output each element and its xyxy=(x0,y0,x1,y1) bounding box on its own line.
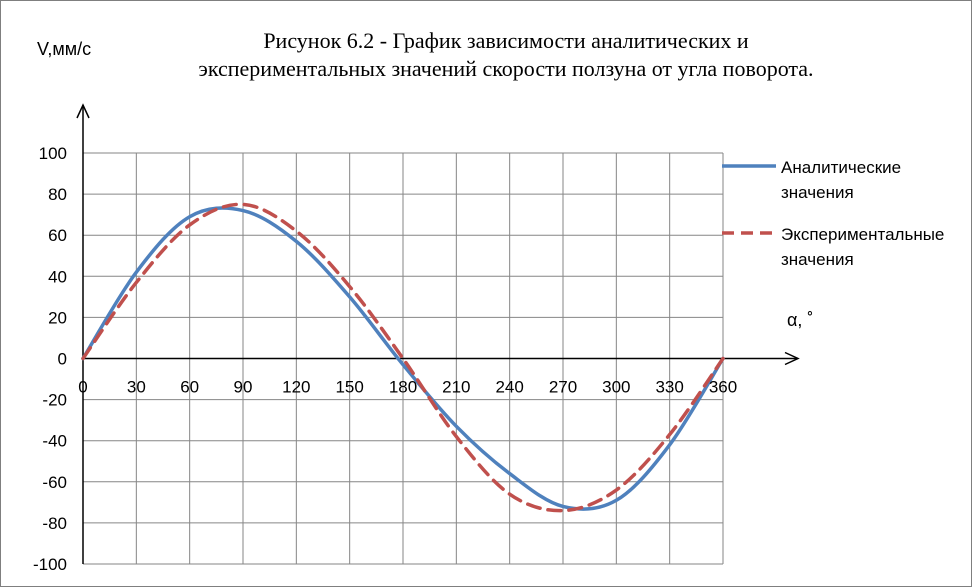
x-tick-label-210: 210 xyxy=(442,378,470,397)
y-tick-label--40: -40 xyxy=(42,432,67,451)
y-tick-label--100: -100 xyxy=(33,555,67,574)
chart-title-line-2: экспериментальных значений скорости полз… xyxy=(198,56,813,81)
x-tick-label-120: 120 xyxy=(282,378,310,397)
y-tick-label-100: 100 xyxy=(39,144,67,163)
y-tick-label-60: 60 xyxy=(48,226,67,245)
legend-label-analytic-line-1: Аналитические xyxy=(781,158,901,177)
y-axis-label: V,мм/с xyxy=(37,39,91,59)
legend-label-experimental-line-1: Экспериментальные xyxy=(781,225,944,244)
series-lines xyxy=(81,202,725,513)
x-axis-label: α, ˚ xyxy=(787,310,813,330)
y-tick-label--60: -60 xyxy=(42,473,67,492)
x-tick-label-270: 270 xyxy=(549,378,577,397)
y-axis-arrow xyxy=(76,103,90,119)
x-tick-label-0: 0 xyxy=(78,378,87,397)
y-tick-label-0: 0 xyxy=(58,350,67,369)
x-tick-label-180: 180 xyxy=(389,378,417,397)
x-tick-label-150: 150 xyxy=(335,378,363,397)
legend-label-experimental-line-2: значения xyxy=(781,250,854,269)
x-tick-label-360: 360 xyxy=(709,378,737,397)
x-axis-arrow xyxy=(784,351,800,366)
chart-title-line-1: Рисунок 6.2 - График зависимости аналити… xyxy=(263,28,749,53)
x-tick-label-300: 300 xyxy=(602,378,630,397)
x-tick-label-60: 60 xyxy=(180,378,199,397)
x-tick-label-330: 330 xyxy=(655,378,683,397)
legend: Аналитические значения Экспериментальные… xyxy=(722,158,944,269)
y-tick-label-20: 20 xyxy=(48,308,67,327)
x-tick-label-90: 90 xyxy=(234,378,253,397)
y-tick-label--80: -80 xyxy=(42,514,67,533)
tick-labels: 100 80 60 40 20 0 -20 -40 -60 -80 -100 0 30 60 90 120 15… xyxy=(33,144,737,574)
series-line-analytic xyxy=(81,206,725,511)
series-line-experimental xyxy=(81,202,725,513)
x-tick-label-240: 240 xyxy=(495,378,523,397)
axes xyxy=(76,103,800,564)
y-tick-label-40: 40 xyxy=(48,267,67,286)
legend-label-analytic-line-2: значения xyxy=(781,183,854,202)
y-tick-label--20: -20 xyxy=(42,391,67,410)
y-tick-label-80: 80 xyxy=(48,185,67,204)
x-tick-label-30: 30 xyxy=(127,378,146,397)
